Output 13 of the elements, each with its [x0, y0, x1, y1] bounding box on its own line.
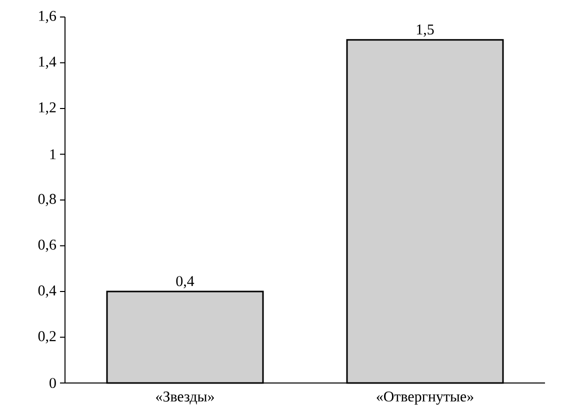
y-tick-label: 1 [50, 149, 56, 160]
x-tick-label: «Звезды» [156, 392, 214, 404]
y-tick-label: 1,2 [39, 102, 56, 115]
y-tick-label: 0,2 [38, 331, 56, 344]
y-tick-label: 0,6 [38, 240, 56, 252]
y-tick-label: 0,4 [38, 285, 56, 298]
y-tick-label: 0 [50, 378, 56, 388]
data-label: 1,5 [416, 24, 434, 37]
x-tick-label: «Отвергнутые» [376, 392, 474, 405]
y-tick-label: 0,8 [38, 194, 56, 206]
y-tick-label: 1,4 [39, 56, 56, 69]
y-tick-label: 1,6 [39, 10, 56, 24]
data-label: 0,4 [176, 276, 194, 288]
